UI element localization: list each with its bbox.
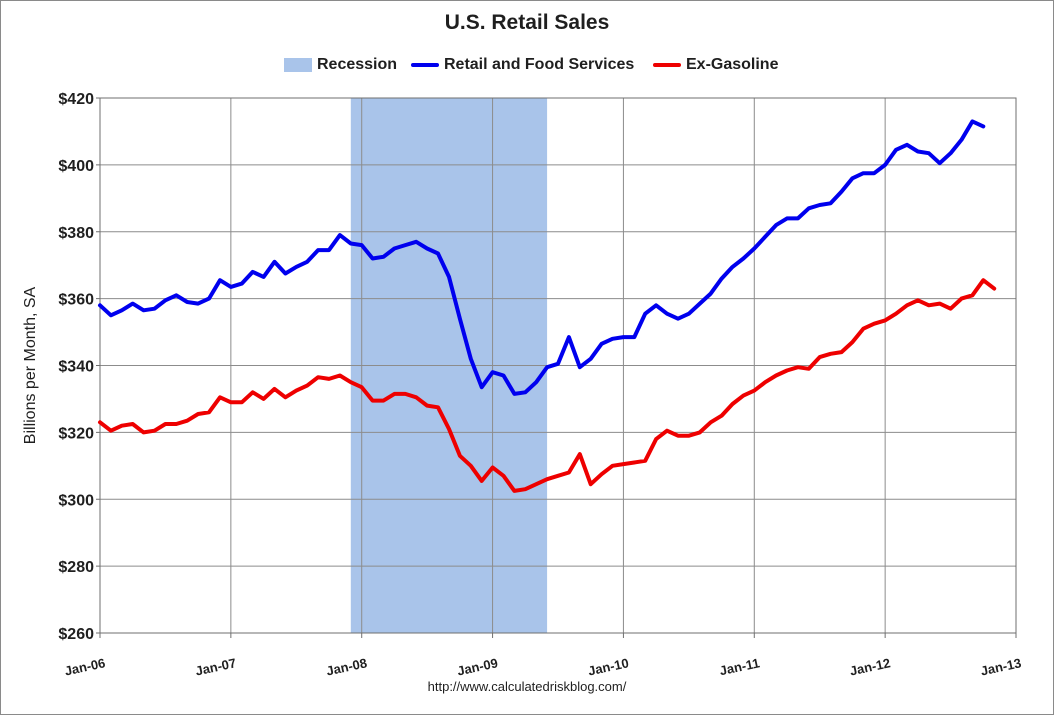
legend-swatch-exgas bbox=[653, 63, 681, 67]
legend-label-retail: Retail and Food Services bbox=[444, 56, 635, 73]
y-tick-label: $360 bbox=[58, 292, 94, 309]
x-tick-label: Jan-06 bbox=[63, 655, 106, 678]
legend: Recession Retail and Food Services Ex-Ga… bbox=[0, 54, 1054, 76]
chart-title: U.S. Retail Sales bbox=[444, 11, 610, 34]
x-tick-label: Jan-09 bbox=[456, 655, 499, 678]
x-tick-label: Jan-08 bbox=[325, 655, 368, 678]
y-tick-label: $400 bbox=[58, 158, 94, 175]
x-tick-label: Jan-11 bbox=[718, 655, 761, 678]
x-tick-label: Jan-13 bbox=[979, 655, 1022, 678]
y-tick-label: $320 bbox=[58, 425, 94, 442]
y-axis-label: Billions per Month, SA bbox=[22, 286, 39, 444]
x-tick-label: Jan-12 bbox=[848, 655, 891, 678]
legend-label-recession: Recession bbox=[317, 56, 398, 73]
x-tick-label: Jan-07 bbox=[194, 655, 237, 678]
y-tick-label: $300 bbox=[58, 492, 94, 509]
y-tick-label: $380 bbox=[58, 225, 94, 242]
legend-item-recession: Recession bbox=[284, 54, 397, 76]
legend-item-retail: Retail and Food Services bbox=[411, 54, 634, 76]
y-tick-label: $260 bbox=[58, 626, 94, 643]
y-tick-label: $340 bbox=[58, 359, 94, 376]
series-line-retail-food-services bbox=[98, 119, 986, 396]
y-tick-label: $420 bbox=[58, 91, 94, 108]
legend-swatch-recession bbox=[284, 58, 312, 72]
y-tick-label: $280 bbox=[58, 559, 94, 576]
x-tick-label: Jan-10 bbox=[587, 655, 630, 678]
source-url: http://www.calculatedriskblog.com/ bbox=[427, 679, 627, 694]
series-line-ex-gasoline bbox=[98, 278, 997, 493]
legend-item-exgas: Ex-Gasoline bbox=[653, 54, 778, 76]
legend-label-exgas: Ex-Gasoline bbox=[686, 56, 779, 73]
legend-swatch-retail bbox=[411, 63, 439, 67]
